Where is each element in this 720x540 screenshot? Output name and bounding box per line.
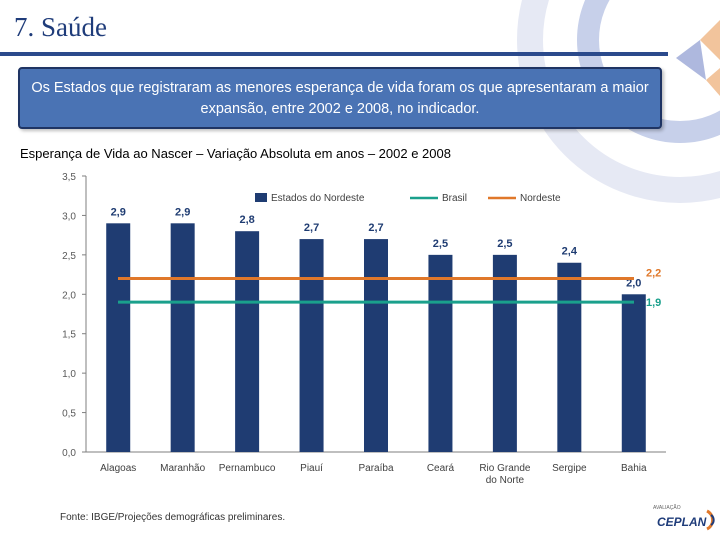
- bar-value-label: 2,0: [626, 277, 641, 289]
- bar-value-label: 2,5: [497, 238, 512, 250]
- x-tick-label: Paraíba: [358, 463, 393, 474]
- x-tick-label: Rio Grande: [479, 463, 531, 474]
- reference-value-label: 1,9: [646, 297, 661, 309]
- y-tick-label: 3,5: [62, 172, 76, 183]
- bar-5: [428, 254, 453, 452]
- page-title: 7. Saúde: [14, 12, 107, 42]
- y-tick-label: 1,5: [62, 330, 76, 341]
- bar-1: [170, 223, 195, 452]
- x-tick-label: Ceará: [427, 463, 455, 474]
- bar-value-label: 2,5: [433, 238, 448, 250]
- y-tick-label: 2,5: [62, 251, 76, 262]
- y-tick-label: 0,5: [62, 409, 76, 420]
- y-tick-label: 3,0: [62, 211, 76, 222]
- reference-value-label: 2,2: [646, 268, 661, 280]
- bar-2: [235, 231, 260, 452]
- bar-8: [621, 294, 646, 452]
- y-tick-label: 2,0: [62, 290, 76, 301]
- y-tick-label: 0,0: [62, 448, 76, 459]
- decor-ring-inner: [577, 0, 720, 143]
- x-tick-label: Piauí: [300, 463, 323, 474]
- legend-label-estados: Estados do Nordeste: [271, 193, 365, 204]
- x-tick-label: Sergipe: [552, 463, 587, 474]
- decor-wedge-orange: [700, 20, 720, 60]
- x-tick-label: Alagoas: [100, 463, 136, 474]
- bar-value-label: 2,8: [239, 214, 254, 226]
- decor-ring-outer: [517, 0, 720, 203]
- bar-value-label: 2,9: [111, 206, 126, 218]
- x-tick-label-line2: do Norte: [486, 475, 525, 486]
- bar-value-label: 2,7: [304, 222, 319, 234]
- decor-wedge-orange-2: [706, 68, 720, 96]
- bar-value-label: 2,7: [368, 222, 383, 234]
- x-tick-label: Bahia: [621, 463, 647, 474]
- bar-value-label: 2,9: [175, 206, 190, 218]
- x-tick-label: Maranhão: [160, 463, 205, 474]
- bar-0: [106, 223, 131, 452]
- legend-label-brasil: Brasil: [442, 193, 467, 204]
- bar-value-label: 2,4: [562, 246, 578, 258]
- legend-label-nordeste: Nordeste: [520, 193, 561, 204]
- bar-7: [557, 262, 582, 452]
- decor-wedge-blue: [676, 40, 706, 80]
- bar-6: [492, 254, 517, 452]
- bar-chart: 0,0 0,5 1,0 1,5 2,0 2,5 3,0 3,5 2,9 Alagoas 2,9 Mar…: [62, 172, 666, 486]
- chart-title: Esperança de Vida ao Nascer – Variação A…: [20, 146, 451, 161]
- bar-4: [364, 239, 388, 452]
- y-tick-label: 1,0: [62, 369, 76, 380]
- ceplan-logo: AVALIAÇÃO CEPLAN: [653, 505, 719, 537]
- highlight-callout: Os Estados que registraram as menores es…: [18, 67, 662, 129]
- title-underline: [0, 52, 668, 56]
- logo-wordmark: CEPLAN: [657, 515, 707, 529]
- logo-mark-icon: [706, 509, 715, 531]
- legend-swatch-estados: [255, 193, 267, 202]
- bar-3: [299, 239, 324, 452]
- x-tick-label: Pernambuco: [219, 463, 276, 474]
- source-note: Fonte: IBGE/Projeções demográficas preli…: [60, 512, 286, 523]
- logo-tagline: AVALIAÇÃO: [653, 505, 681, 511]
